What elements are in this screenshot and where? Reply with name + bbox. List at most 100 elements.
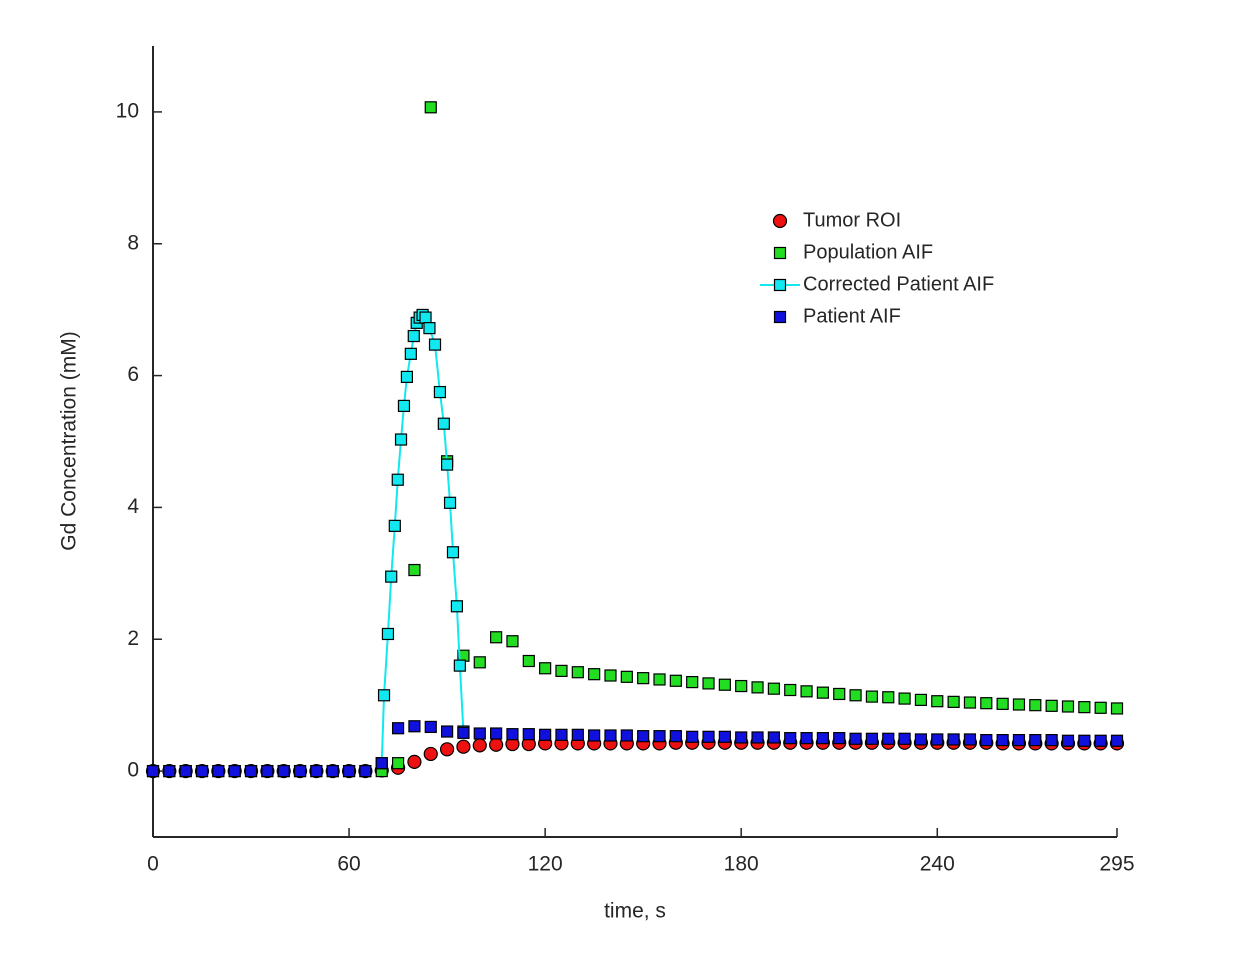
data-point: [898, 692, 911, 705]
y-axis-label: Gd Concentration (mM): [58, 331, 81, 550]
data-point: [1094, 701, 1107, 714]
series-line: [380, 313, 465, 764]
data-point: [980, 734, 993, 747]
data-point: [490, 727, 503, 740]
data-point: [146, 764, 160, 778]
data-point: [588, 668, 601, 681]
data-point: [1078, 734, 1091, 747]
y-tick-label: 0: [127, 759, 139, 782]
data-point: [441, 458, 454, 471]
data-point: [489, 737, 504, 752]
data-point: [735, 679, 748, 693]
data-point: [457, 726, 470, 739]
data-point: [620, 670, 633, 683]
data-point: [408, 720, 421, 733]
data-point: [865, 732, 879, 745]
data-point: [947, 733, 960, 746]
data-point: [1012, 698, 1026, 711]
data-point: [473, 656, 486, 669]
data-point: [437, 417, 450, 430]
legend-label: Corrected Patient AIF: [803, 273, 994, 295]
data-point: [1061, 700, 1075, 713]
data-point: [1078, 701, 1091, 714]
data-point: [686, 730, 699, 743]
data-point: [898, 732, 911, 745]
data-point: [244, 764, 258, 778]
data-point: [849, 732, 862, 745]
data-point: [980, 697, 993, 710]
data-point: [195, 764, 209, 778]
data-point: [914, 693, 928, 706]
legend-label: Patient AIF: [803, 305, 901, 327]
data-point: [453, 659, 466, 672]
x-tick-label: 240: [920, 853, 955, 876]
data-point: [424, 720, 437, 734]
data-point: [522, 654, 535, 668]
data-point: [996, 697, 1009, 710]
data-point: [404, 347, 417, 360]
data-point: [784, 732, 797, 745]
data-point: [588, 729, 601, 742]
y-tick-label: 10: [116, 99, 139, 122]
data-point: [1029, 734, 1042, 747]
data-point: [506, 728, 519, 741]
data-point: [637, 730, 650, 743]
data-point: [359, 764, 372, 778]
data-point: [947, 695, 960, 708]
data-point: [963, 696, 977, 709]
data-point: [522, 728, 535, 741]
data-point: [388, 519, 401, 532]
data-point: [212, 764, 225, 778]
data-point: [620, 729, 633, 742]
x-tick-label: 120: [528, 853, 563, 876]
data-point: [571, 666, 584, 679]
data-point: [472, 738, 487, 753]
data-point: [293, 764, 307, 778]
data-point: [1045, 699, 1058, 712]
data-point: [767, 731, 780, 744]
data-point: [394, 433, 408, 446]
data-point: [375, 757, 388, 770]
x-axis-label: time, s: [604, 900, 666, 923]
data-point: [440, 742, 455, 757]
data-point: [767, 682, 780, 695]
data-point: [784, 683, 797, 697]
data-point: [996, 734, 1009, 747]
data-point: [963, 733, 977, 746]
data-point: [381, 627, 395, 641]
data-point: [931, 733, 944, 746]
data-point: [669, 674, 682, 687]
data-point: [686, 675, 699, 689]
data-point: [653, 730, 666, 743]
data-point: [433, 385, 447, 399]
data-point: [931, 695, 944, 708]
data-point: [571, 728, 584, 741]
data-point: [718, 730, 731, 743]
data-point: [539, 662, 552, 675]
data-point: [604, 729, 617, 742]
y-tick-label: 2: [127, 627, 139, 650]
data-point: [849, 689, 862, 702]
legend-marker: [772, 213, 788, 229]
data-point: [718, 678, 731, 691]
data-point: [443, 496, 457, 509]
data-point: [865, 690, 879, 703]
data-point: [179, 764, 192, 778]
data-point: [342, 764, 356, 778]
data-point: [391, 757, 405, 770]
data-point: [637, 672, 650, 685]
data-point: [377, 689, 391, 702]
x-tick-label: 0: [147, 853, 159, 876]
data-point: [1110, 702, 1124, 715]
data-point: [1061, 734, 1075, 747]
x-tick-label: 180: [724, 853, 759, 876]
legend-marker: [773, 310, 787, 324]
data-point: [669, 730, 682, 743]
data-point: [882, 732, 895, 745]
data-point: [419, 311, 432, 324]
data-point: [310, 764, 323, 778]
data-point: [816, 732, 829, 745]
data-point: [397, 399, 411, 413]
